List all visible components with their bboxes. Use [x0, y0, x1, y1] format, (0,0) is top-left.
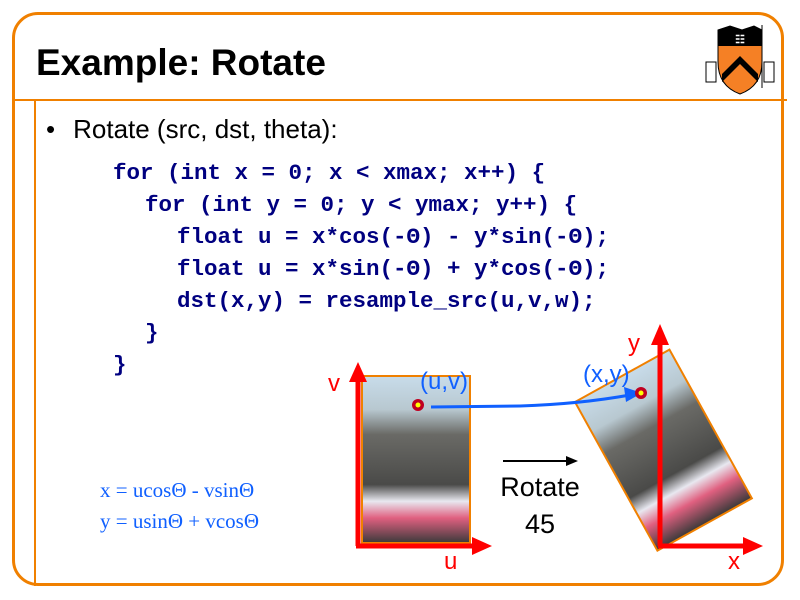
code-line: }	[145, 320, 159, 346]
title-divider	[12, 99, 787, 101]
axis-label-x: x	[728, 548, 740, 575]
left-divider	[34, 100, 36, 586]
formula-y: y = usinΘ + vcosΘ	[100, 509, 260, 533]
rotate-angle: 45	[524, 509, 556, 539]
slide-title: Example: Rotate	[36, 42, 326, 83]
code-line: for (int x = 0; x < xmax; x++) {	[113, 160, 546, 186]
axis-label-y: y	[628, 330, 640, 357]
formula-x: x = ucosΘ - vsinΘ	[100, 478, 255, 502]
axis-label-u: u	[444, 548, 458, 575]
code-line: }	[113, 352, 127, 378]
bullet-item: • Rotate (src, dst, theta):	[46, 114, 338, 144]
code-line: float u = x*cos(-Θ) - y*sin(-Θ);	[177, 224, 610, 250]
axis-label-v: v	[328, 370, 340, 397]
slide-frame	[12, 12, 784, 586]
rotated-image	[573, 348, 754, 553]
rotate-label: Rotate	[500, 472, 580, 502]
bullet-text: Rotate (src, dst, theta):	[73, 114, 338, 144]
code-line: for (int y = 0; y < ymax; y++) {	[145, 192, 578, 218]
source-point-label: (u,v)	[420, 368, 468, 395]
dest-point-label: (x,y)	[583, 361, 630, 388]
code-line: float u = x*sin(-Θ) + y*cos(-Θ);	[177, 256, 610, 282]
code-line: dst(x,y) = resample_src(u,v,w);	[177, 288, 596, 314]
